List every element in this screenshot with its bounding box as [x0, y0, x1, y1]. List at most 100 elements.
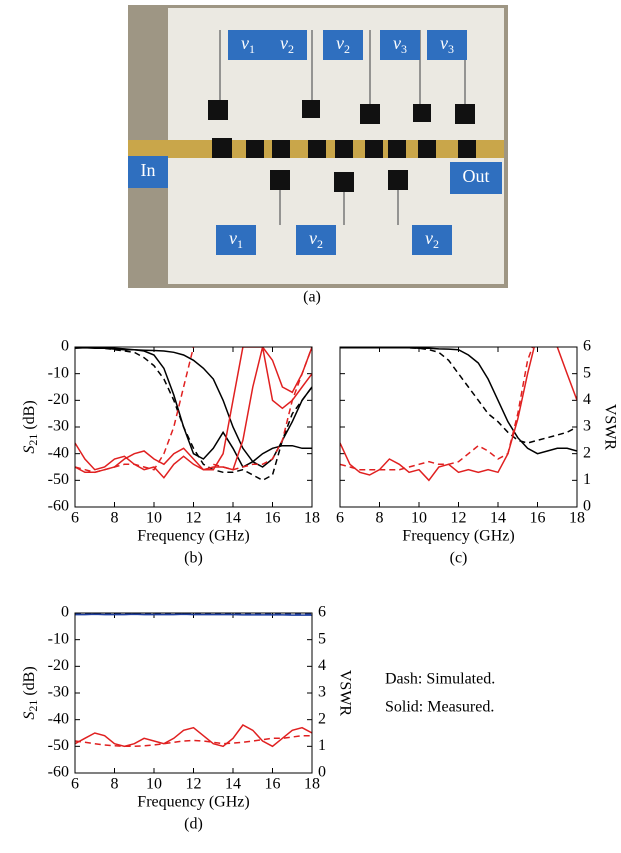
y2-tick-label: 0 — [318, 764, 326, 781]
y-label-unit: (dB) — [21, 666, 38, 699]
label-var: v — [393, 33, 401, 53]
x-tick-label: 8 — [376, 510, 384, 527]
chart: 6 8 10 12 14 16 18 0 -10 -20 -30 -40 -50 -60 Frequency… — [21, 338, 320, 567]
y-axis-label: S21 (dB) — [21, 400, 40, 453]
x-axis-label: Frequency (GHz) — [402, 528, 514, 545]
x-tick-label: 8 — [111, 510, 119, 527]
x-tick-label: 12 — [186, 510, 202, 527]
port-box — [450, 162, 502, 194]
y-tick-label: -40 — [48, 444, 69, 461]
x-tick-label: 6 — [71, 510, 79, 527]
label: v2 — [309, 228, 323, 251]
label-var: v — [229, 228, 237, 248]
series-line — [75, 347, 312, 474]
y-tick-label: -10 — [48, 364, 69, 381]
x-tick-label: 18 — [304, 510, 320, 527]
y-tick-label: -60 — [48, 498, 69, 515]
y-tick-label: -50 — [48, 471, 69, 488]
y2-tick-label: 5 — [318, 630, 326, 647]
x-tick-label: 12 — [186, 776, 202, 793]
series-group — [75, 613, 312, 748]
x-axis-label: Frequency (GHz) — [137, 528, 249, 545]
y2-tick-label: 4 — [318, 657, 326, 674]
label: v2 — [336, 33, 350, 56]
x-tick-label: 8 — [111, 776, 119, 793]
label-sub: 2 — [433, 237, 439, 251]
x-tick-label: 18 — [304, 776, 320, 793]
label-sub: 3 — [448, 42, 454, 56]
series-line — [75, 724, 312, 748]
y2-tick-label: 2 — [318, 710, 326, 727]
series-line — [75, 347, 312, 469]
y-tick-label: -40 — [48, 710, 69, 727]
y-tick-label: -20 — [48, 657, 69, 674]
series-line — [340, 347, 577, 444]
y-label-sub: 21 — [26, 434, 40, 446]
label-sub: 1 — [249, 42, 255, 56]
series-line — [340, 347, 534, 471]
y2-tick-label: 1 — [583, 471, 591, 488]
label-sub: 3 — [401, 42, 407, 56]
series-group — [75, 347, 312, 482]
components — [208, 100, 476, 192]
label-var: v — [336, 33, 344, 53]
x-tick-label: 10 — [411, 510, 427, 527]
y2-tick-label: 2 — [583, 444, 591, 461]
caption: (a) — [303, 289, 321, 306]
y2-axis-label: VSWR — [336, 670, 353, 717]
y-tick-label: -60 — [48, 764, 69, 781]
x-tick-label: 16 — [265, 776, 281, 793]
series-line — [75, 347, 312, 482]
series-line — [75, 613, 312, 616]
label-box — [228, 30, 268, 60]
y-tick-label: 0 — [61, 604, 69, 621]
caption: (c) — [450, 550, 468, 567]
x-tick-label: 18 — [569, 510, 585, 527]
label-box — [296, 225, 336, 255]
chart: 6 8 10 12 14 16 180-10-20-30-40-50-60 0123456Fr… — [21, 604, 354, 833]
y-label-main: S — [21, 446, 38, 454]
x-tick-label: 6 — [71, 776, 79, 793]
y2-axis-label: VSWR — [601, 404, 618, 451]
y2-tick-label: 4 — [583, 391, 591, 408]
y2-tick-label: 1 — [318, 737, 326, 754]
series-line — [340, 347, 577, 455]
y2-tick-label: 5 — [583, 364, 591, 381]
label-box — [427, 30, 467, 60]
label: v3 — [440, 33, 454, 56]
y2-tick-label: 3 — [583, 418, 591, 435]
label: v3 — [393, 33, 407, 56]
label-sub: 2 — [344, 42, 350, 56]
label-var: v — [241, 33, 249, 53]
x-tick-label: 14 — [225, 776, 241, 793]
y-tick-label: 0 — [61, 338, 69, 355]
x-tick-label: 10 — [146, 776, 162, 793]
label-box — [412, 225, 452, 255]
label-box — [216, 225, 256, 255]
label-var: v — [440, 33, 448, 53]
label: v1 — [229, 228, 243, 251]
port-label: In — [141, 160, 156, 180]
label-box — [323, 30, 363, 60]
y2-tick-label: 6 — [318, 604, 326, 621]
x-tick-label: 16 — [265, 510, 281, 527]
series-line — [340, 347, 577, 482]
note: Dash: Simulated. — [385, 671, 495, 688]
x-tick-label: 16 — [530, 510, 546, 527]
y-tick-label: -30 — [48, 418, 69, 435]
label: v2 — [425, 228, 439, 251]
note: Solid: Measured. — [385, 699, 494, 716]
label: v1 — [241, 33, 255, 56]
y2-tick-label: 0 — [583, 498, 591, 515]
port-box — [128, 156, 168, 188]
label-sub: 2 — [317, 237, 323, 251]
y2-tick-label: 6 — [583, 338, 591, 355]
x-tick-label: 6 — [336, 510, 344, 527]
label-box — [380, 30, 420, 60]
series-group — [340, 347, 577, 482]
caption: (b) — [184, 550, 203, 567]
y-tick-label: -30 — [48, 684, 69, 701]
series-line — [75, 347, 312, 479]
